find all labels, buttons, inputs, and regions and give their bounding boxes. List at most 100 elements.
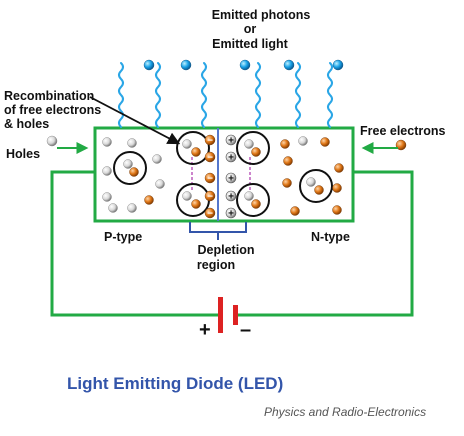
electron-icon [251,199,261,209]
emitted-label-line1: Emitted photons [212,8,311,22]
positive-ion-sign: + [228,192,234,203]
photon-icon [180,59,192,71]
depletion-ions: − − − − − + + + [204,134,237,220]
emitted-label-line2: or [244,22,257,36]
n-type-label: N-type [311,230,350,244]
photon-spheres [143,59,344,71]
photon-wave [201,62,207,128]
photon-wave [295,62,301,128]
positive-ion-sign: + [228,153,234,164]
wire-right [238,170,414,317]
positive-ion-sign: + [228,209,234,220]
diode-body [93,126,355,223]
electron-icon [283,156,293,166]
hole-icon [155,179,165,189]
credit-label: Physics and Radio-Electronics [264,405,426,419]
battery-minus-label: – [240,319,251,341]
negative-ion-sign: − [207,174,213,185]
hole-icon [244,191,254,201]
photon-icon [143,59,155,71]
hole-icon [182,191,192,201]
pair-circle [236,131,270,165]
particle-circles [113,131,333,217]
hole-icon [306,177,316,187]
electron-icon [334,163,344,173]
electron-icon [280,139,290,149]
positive-ion: + [225,207,237,220]
electron-icon [144,195,154,205]
electron-icon [332,205,342,215]
negative-ion-icon [204,134,216,146]
hole-icon [127,138,137,148]
hole-icon [152,154,162,164]
battery-plus-label: + [199,319,211,341]
photon-wave [118,62,124,128]
holes [46,135,316,213]
depletion-label-line2: region [197,258,235,272]
hole-icon [182,139,192,149]
battery-icon [218,297,238,333]
pair-circle [176,131,210,165]
positive-ion: + [225,134,237,147]
recombination-label-line1: Recombination [4,89,94,103]
electrons [129,137,407,216]
positive-ion-icon [225,151,237,163]
negative-ion: − [204,151,216,164]
photon-icon [332,59,344,71]
emitted-photons [118,62,333,128]
hole-icon [298,136,308,146]
photon-wave [255,62,261,128]
negative-ion-icon [204,207,216,219]
hole-icon [102,166,112,176]
battery-short-plate [233,305,238,325]
positive-ion: + [225,190,237,203]
circuit-wires [50,170,414,317]
negative-ion-icon [204,172,216,184]
hole-icon [46,135,58,147]
hole-icon [108,203,118,213]
negative-ion: − [204,134,216,147]
hole-icon [123,159,133,169]
depletion-bracket [189,222,247,240]
wire-left [50,170,219,317]
positive-ion-icon [225,172,237,184]
emitted-label-line3: Emitted light [212,37,289,51]
hole-icon [102,192,112,202]
recombination-arrow [89,96,181,145]
electron-icon [191,199,201,209]
photon-wave [155,62,161,128]
positive-ion-icon [225,207,237,219]
positive-ion: + [225,151,237,164]
electron-icon [320,137,330,147]
recombination-label-line3: & holes [4,117,49,131]
positive-ion-sign: + [228,174,234,185]
negative-ion-sign: − [207,209,213,220]
photon-wave [327,62,333,128]
pair-circle [299,169,333,203]
negative-ion-sign: − [207,192,213,203]
depletion-label-line1: Depletion [198,243,255,257]
negative-ion-icon [204,190,216,202]
recombination-links [191,157,251,191]
free-electrons-label: Free electrons [360,124,446,138]
negative-ion: − [204,207,216,220]
electron-icon [290,206,300,216]
recombination-label-line2: of free electrons [4,103,101,117]
negative-ion-sign: − [207,136,213,147]
hole-icon [127,203,137,213]
positive-ion: + [225,172,237,185]
electron-icon [282,178,292,188]
electron-icon [129,167,139,177]
positive-ion-icon [225,134,237,146]
electron-icon [251,147,261,157]
hole-icon [244,139,254,149]
negative-ion-sign: − [207,153,213,164]
photon-icon [283,59,295,71]
positive-ion-sign: + [228,136,234,147]
hole-icon [102,137,112,147]
diagram-title: Light Emitting Diode (LED) [67,374,283,393]
electron-icon [395,139,407,151]
p-type-label: P-type [104,230,142,244]
negative-ion: − [204,190,216,203]
